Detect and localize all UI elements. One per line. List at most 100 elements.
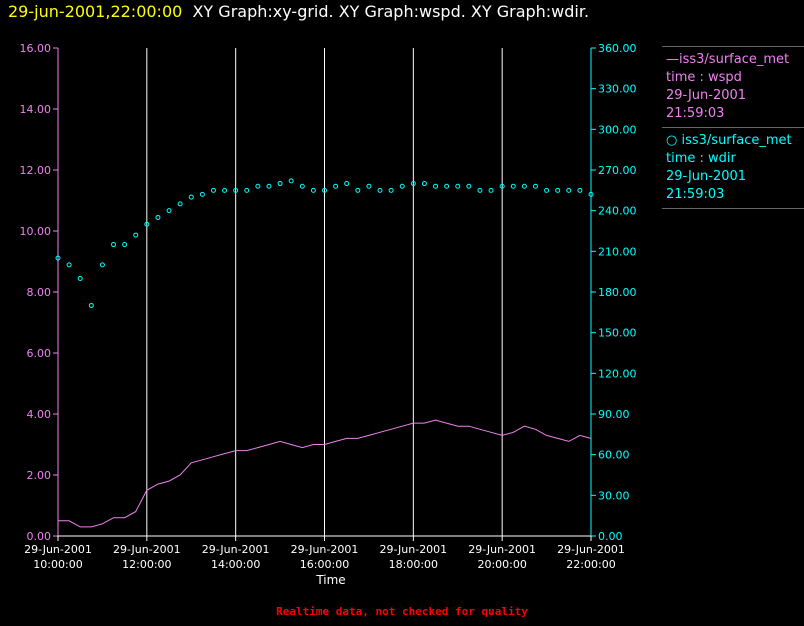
x-tick-date: 29-Jun-2001 <box>291 543 359 556</box>
series-wdir-point <box>177 201 183 207</box>
series-wdir-point <box>377 187 383 193</box>
series-wdir-point <box>288 178 294 184</box>
series-wdir-point <box>277 181 283 187</box>
legend: —iss3/surface_met time : wspd 29-Jun-200… <box>662 46 804 209</box>
legend-wdir-date: 29-Jun-2001 <box>666 169 747 184</box>
grid-lines <box>146 48 503 536</box>
series-wdir-point <box>477 187 483 193</box>
x-tick-date: 29-Jun-2001 <box>24 543 92 556</box>
legend-entry-wdir[interactable]: ○ iss3/surface_met time : wdir 29-Jun-20… <box>662 127 804 208</box>
series-wdir-point <box>410 181 416 187</box>
left-tick-label: 16.00 <box>20 42 52 55</box>
x-tick-time: 16:00:00 <box>300 558 349 571</box>
series-wdir-point <box>521 183 527 189</box>
legend-wspd-date: 29-Jun-2001 <box>666 88 747 103</box>
series-wdir-point <box>122 242 128 248</box>
plot-header: 29-jun-2001,22:00:00 XY Graph:xy-grid. X… <box>8 2 589 21</box>
series-wdir-point <box>322 187 327 193</box>
series-wdir-point <box>499 183 505 189</box>
left-tick-label: 6.00 <box>27 347 52 360</box>
x-tick-time: 18:00:00 <box>389 558 438 571</box>
right-tick-label: 150.00 <box>598 327 637 340</box>
header-timestamp: 29-jun-2001,22:00:00 <box>8 2 183 21</box>
series-wdir-point <box>544 187 550 193</box>
series-wdir-point <box>421 181 427 187</box>
series-wdir-point <box>355 187 361 193</box>
left-tick-label: 12.00 <box>20 164 52 177</box>
series-wdir-point <box>255 183 261 189</box>
series-wdir-point <box>566 187 572 193</box>
series-wdir-point <box>199 191 205 197</box>
right-tick-label: 60.00 <box>598 449 630 462</box>
right-tick-label: 30.00 <box>598 489 630 502</box>
left-tick-label: 4.00 <box>27 408 52 421</box>
series-wdir-point <box>433 183 439 189</box>
legend-entry-wspd[interactable]: —iss3/surface_met time : wspd 29-Jun-200… <box>662 47 804 127</box>
x-tick-date: 29-Jun-2001 <box>113 543 181 556</box>
header-title: XY Graph:xy-grid. XY Graph:wspd. XY Grap… <box>192 2 590 21</box>
right-y-axis: 0.00 30.00 60.00 90.00 120.00 150.00 180.00 210… <box>591 42 637 543</box>
series-layer <box>55 178 594 528</box>
series-wdir-point <box>588 191 594 197</box>
series-wdir-point <box>66 262 72 268</box>
right-tick-label: 300.00 <box>598 123 637 136</box>
x-axis-label: Time <box>315 573 345 587</box>
legend-wspd-time: 21:59:03 <box>666 106 725 121</box>
legend-wspd-label: —iss3/surface_met <box>666 52 790 67</box>
legend-wdir-field: time : wdir <box>666 151 736 166</box>
series-wdir-point <box>77 275 83 281</box>
x-tick-date: 29-Jun-2001 <box>379 543 447 556</box>
series-wdir-point <box>577 187 583 193</box>
series-wdir-point <box>510 183 516 189</box>
series-wdir-point <box>466 183 472 189</box>
series-wdir-point <box>366 183 372 189</box>
right-tick-label: 0.00 <box>598 530 623 543</box>
x-tick-date: 29-Jun-2001 <box>468 543 536 556</box>
series-wdir-point <box>233 187 239 193</box>
right-tick-label: 180.00 <box>598 286 637 299</box>
series-wdir-point <box>555 187 561 193</box>
right-tick-label: 360.00 <box>598 42 637 55</box>
series-wdir-point <box>399 183 405 189</box>
series-wdir-point <box>88 303 94 309</box>
series-wdir-point <box>188 194 194 200</box>
series-wspd-line <box>58 419 592 528</box>
x-tick-time: 10:00:00 <box>33 558 82 571</box>
series-wdir-point <box>111 242 117 248</box>
series-wdir-point <box>55 255 61 261</box>
left-y-axis: 0.00 2.00 4.00 6.00 8.00 10.00 12.00 14.00 16.00 <box>20 42 58 543</box>
left-tick-label: 0.00 <box>27 530 52 543</box>
series-wdir-point <box>333 183 339 189</box>
series-wdir-point <box>133 232 139 238</box>
x-tick-time: 14:00:00 <box>211 558 260 571</box>
x-tick-date: 29-Jun-2001 <box>557 543 625 556</box>
series-wdir-point <box>488 187 494 193</box>
series-wdir-point <box>388 187 394 193</box>
legend-wdir-label: ○ iss3/surface_met <box>666 133 792 148</box>
series-wdir-point <box>244 187 250 193</box>
series-wdir-point <box>144 221 150 227</box>
series-wdir-point <box>444 183 450 189</box>
series-wdir-point <box>299 183 305 189</box>
right-tick-label: 240.00 <box>598 205 637 218</box>
x-tick-time: 12:00:00 <box>122 558 171 571</box>
legend-wdir-time: 21:59:03 <box>666 187 725 202</box>
right-tick-label: 120.00 <box>598 367 637 380</box>
left-tick-label: 2.00 <box>27 469 52 482</box>
left-tick-label: 8.00 <box>27 286 52 299</box>
right-tick-label: 90.00 <box>598 408 630 421</box>
left-tick-label: 14.00 <box>20 103 52 116</box>
right-tick-label: 210.00 <box>598 245 637 258</box>
series-wdir-point <box>166 208 172 214</box>
legend-wspd-field: time : wspd <box>666 70 742 85</box>
series-wdir-point <box>455 183 461 189</box>
x-axis-ticks: 29-Jun-2001 10:00:00 29-Jun-2001 12:00:00 29… <box>24 536 625 571</box>
series-wdir-point <box>310 187 316 193</box>
x-tick-time: 22:00:00 <box>566 558 615 571</box>
series-wdir-point <box>155 214 161 220</box>
series-wdir-point <box>344 181 350 187</box>
left-tick-label: 10.00 <box>20 225 52 238</box>
series-wdir-point <box>266 183 272 189</box>
series-wdir-point <box>532 183 538 189</box>
